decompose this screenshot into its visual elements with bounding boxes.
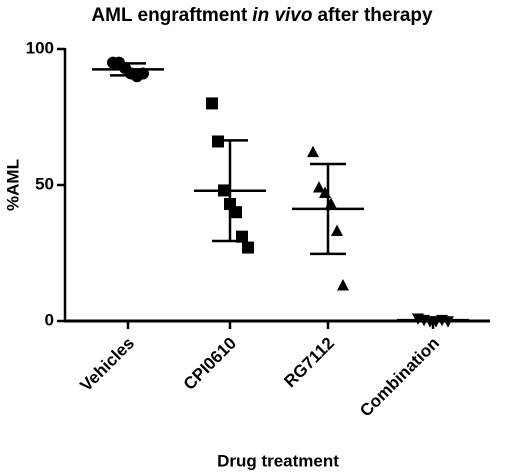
x-axis-label: Drug treatment — [217, 451, 339, 470]
point — [313, 181, 325, 193]
point — [307, 145, 319, 158]
y-tick-label: 0 — [45, 310, 54, 329]
point — [242, 241, 254, 254]
title-part: AML engraftment — [91, 5, 248, 26]
point — [206, 97, 218, 110]
title-part: in vivo — [252, 5, 312, 26]
x-tick-label: Vehicles — [76, 334, 138, 396]
y-tick-label: 50 — [35, 174, 54, 193]
x-tick-label: Combination — [356, 334, 443, 421]
y-tick-label: 100 — [26, 38, 54, 57]
point — [337, 279, 349, 291]
chart-title: AML engraftment in vivo after therapy — [91, 5, 433, 26]
point — [230, 206, 242, 219]
x-tick-label: RG7112 — [280, 334, 338, 392]
point — [331, 224, 343, 237]
y-axis-label: %AML — [3, 159, 22, 211]
title-part: after therapy — [317, 5, 433, 26]
point — [236, 230, 248, 243]
x-tick-label: CPI0610 — [180, 334, 240, 394]
